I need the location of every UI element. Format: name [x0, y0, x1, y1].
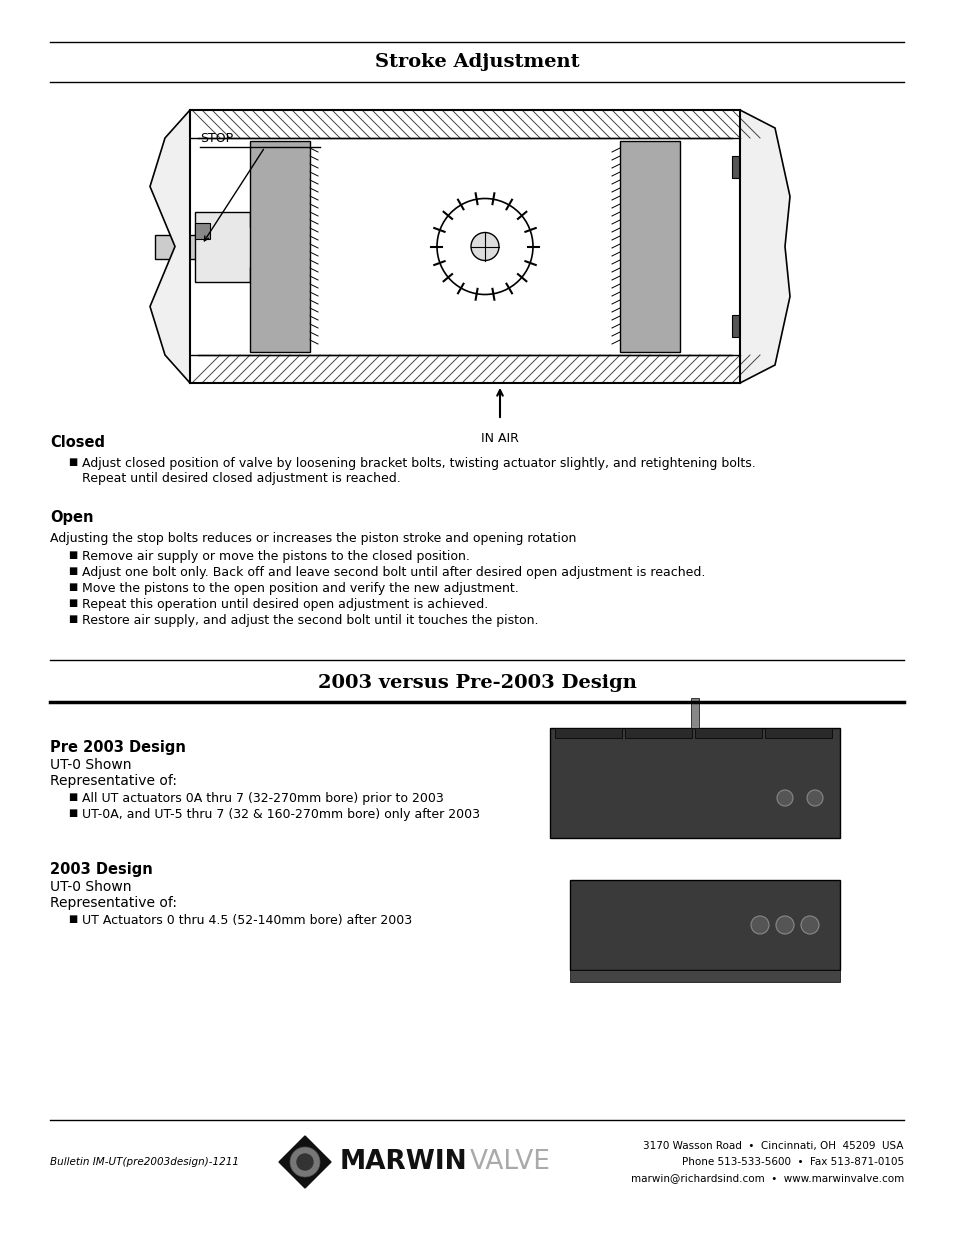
- Circle shape: [801, 916, 818, 934]
- Bar: [731, 156, 761, 178]
- Polygon shape: [150, 110, 190, 383]
- Bar: [250, 141, 310, 352]
- Text: 2003 Design: 2003 Design: [50, 862, 152, 877]
- Bar: [695, 727, 761, 739]
- Circle shape: [776, 790, 792, 806]
- Circle shape: [296, 1153, 313, 1170]
- Bar: [690, 698, 699, 727]
- Text: ■: ■: [68, 614, 77, 624]
- Text: Closed: Closed: [50, 435, 105, 450]
- Text: Repeat this operation until desired open adjustment is achieved.: Repeat this operation until desired open…: [82, 598, 488, 611]
- Text: Pre 2003 Design: Pre 2003 Design: [50, 740, 186, 755]
- Text: ■: ■: [68, 457, 77, 467]
- Text: ■: ■: [68, 808, 77, 818]
- Text: Representative of:: Representative of:: [50, 897, 177, 910]
- Circle shape: [436, 199, 533, 294]
- Bar: [194, 222, 210, 238]
- Text: Repeat until desired closed adjustment is reached.: Repeat until desired closed adjustment i…: [82, 472, 400, 485]
- Circle shape: [806, 790, 822, 806]
- Text: Restore air supply, and adjust the second bolt until it touches the piston.: Restore air supply, and adjust the secon…: [82, 614, 537, 627]
- Text: marwin@richardsind.com  •  www.marwinvalve.com: marwin@richardsind.com • www.marwinvalve…: [630, 1173, 903, 1183]
- Text: 3170 Wasson Road  •  Cincinnati, OH  45209  USA: 3170 Wasson Road • Cincinnati, OH 45209 …: [643, 1141, 903, 1151]
- Bar: [764, 727, 831, 739]
- Circle shape: [471, 232, 498, 261]
- Text: Bulletin IM-UT(pre2003design)-1211: Bulletin IM-UT(pre2003design)-1211: [50, 1157, 239, 1167]
- Bar: [154, 235, 250, 258]
- Circle shape: [290, 1147, 319, 1177]
- Text: All UT actuators 0A thru 7 (32-270mm bore) prior to 2003: All UT actuators 0A thru 7 (32-270mm bor…: [82, 792, 443, 805]
- Text: Representative of:: Representative of:: [50, 774, 177, 788]
- Text: Phone 513-533-5600  •  Fax 513-871-0105: Phone 513-533-5600 • Fax 513-871-0105: [681, 1157, 903, 1167]
- Text: STOP: STOP: [200, 132, 233, 144]
- Text: Adjust closed position of valve by loosening bracket bolts, twisting actuator sl: Adjust closed position of valve by loose…: [82, 457, 755, 471]
- Text: UT-0 Shown: UT-0 Shown: [50, 758, 132, 772]
- Text: Stroke Adjustment: Stroke Adjustment: [375, 53, 578, 70]
- Polygon shape: [740, 110, 789, 383]
- Text: Adjusting the stop bolts reduces or increases the piston stroke and opening rota: Adjusting the stop bolts reduces or incr…: [50, 532, 576, 545]
- Polygon shape: [194, 211, 270, 282]
- Text: Adjust one bolt only. Back off and leave second bolt until after desired open ad: Adjust one bolt only. Back off and leave…: [82, 566, 704, 579]
- Bar: [569, 969, 840, 982]
- Text: Move the pistons to the open position and verify the new adjustment.: Move the pistons to the open position an…: [82, 582, 518, 595]
- Polygon shape: [278, 1136, 331, 1188]
- Text: 2003 versus Pre-2003 Design: 2003 versus Pre-2003 Design: [317, 674, 636, 692]
- Text: ■: ■: [68, 598, 77, 608]
- Bar: [555, 727, 621, 739]
- Text: IN AIR: IN AIR: [480, 432, 518, 445]
- Text: ■: ■: [68, 550, 77, 559]
- Bar: [569, 881, 840, 969]
- Bar: [624, 727, 691, 739]
- Circle shape: [750, 916, 768, 934]
- Text: UT-0A, and UT-5 thru 7 (32 & 160-270mm bore) only after 2003: UT-0A, and UT-5 thru 7 (32 & 160-270mm b…: [82, 808, 479, 821]
- Text: MARWIN: MARWIN: [339, 1149, 467, 1174]
- Bar: [550, 727, 840, 839]
- Text: Remove air supply or move the pistons to the closed position.: Remove air supply or move the pistons to…: [82, 550, 470, 563]
- Text: UT Actuators 0 thru 4.5 (52-140mm bore) after 2003: UT Actuators 0 thru 4.5 (52-140mm bore) …: [82, 914, 412, 927]
- Text: ■: ■: [68, 914, 77, 924]
- Bar: [619, 141, 679, 352]
- Text: ■: ■: [68, 582, 77, 592]
- Text: ■: ■: [68, 792, 77, 802]
- Circle shape: [775, 916, 793, 934]
- Text: UT-0 Shown: UT-0 Shown: [50, 881, 132, 894]
- Bar: [731, 315, 761, 337]
- Text: ■: ■: [68, 566, 77, 576]
- Text: VALVE: VALVE: [470, 1149, 550, 1174]
- Text: Open: Open: [50, 510, 93, 525]
